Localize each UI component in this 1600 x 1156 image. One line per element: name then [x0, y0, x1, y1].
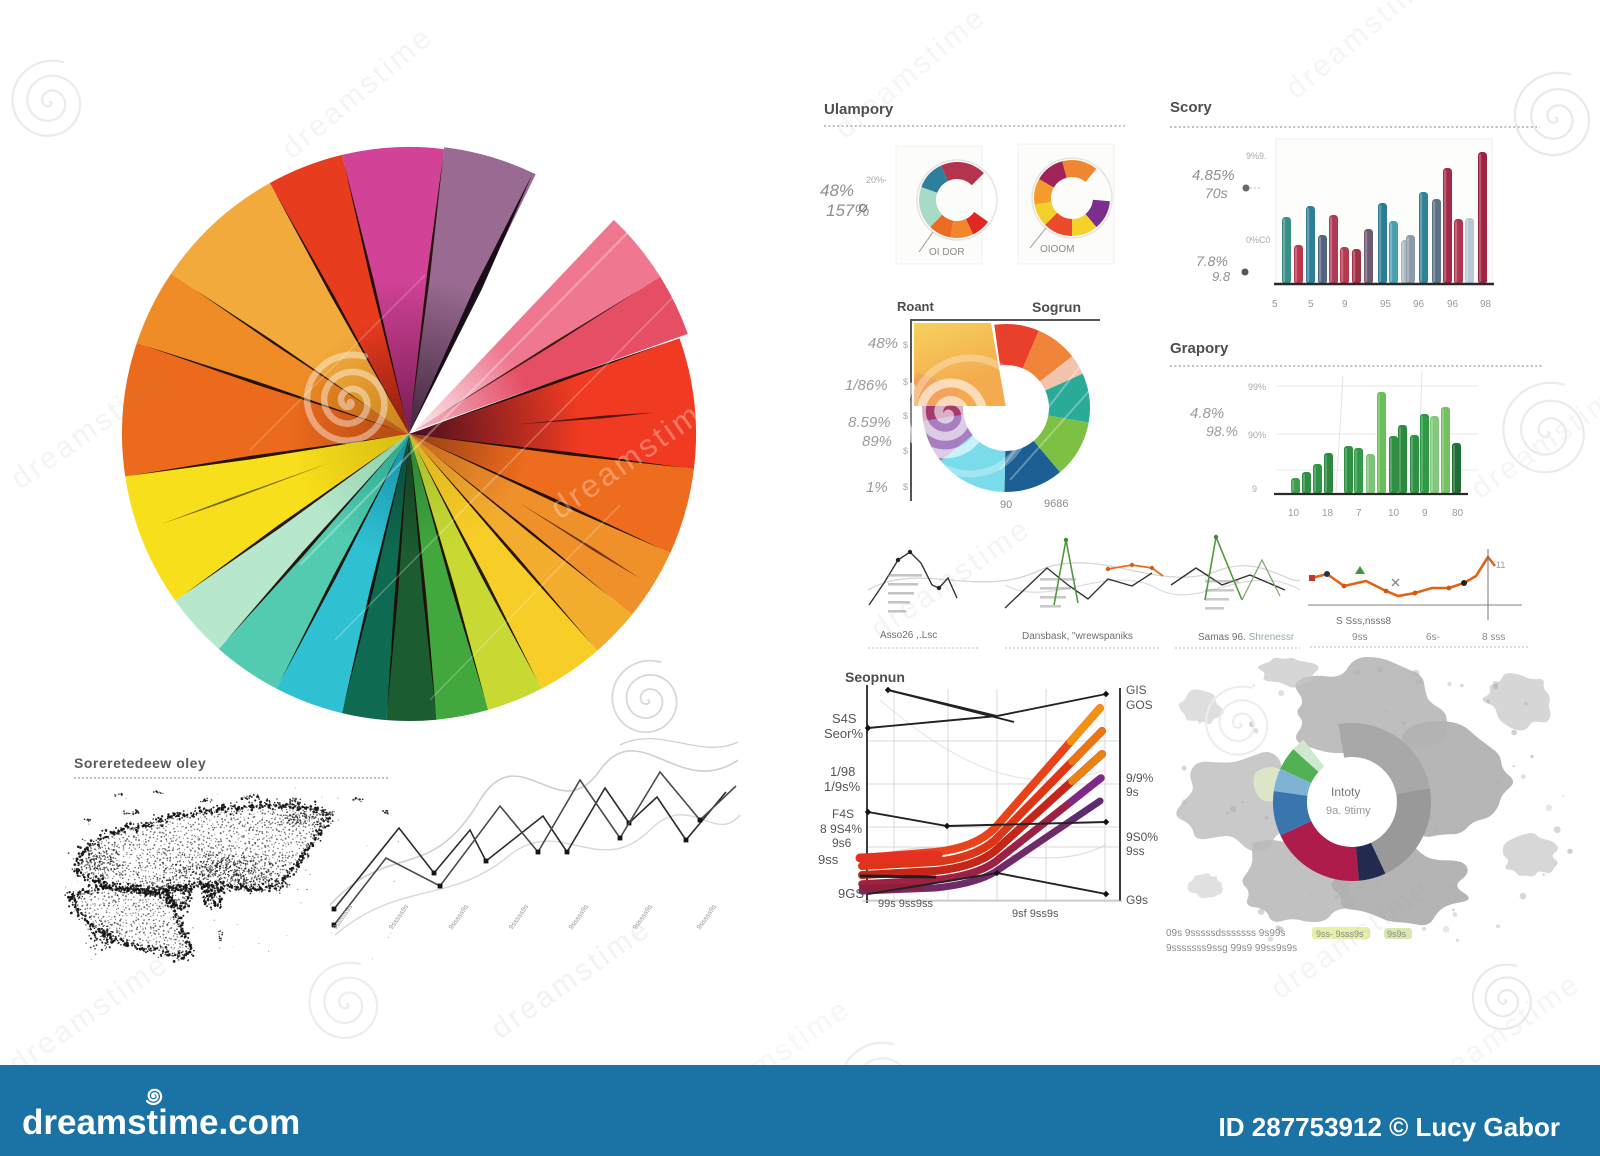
svg-text:G9s: G9s [1126, 893, 1148, 907]
svg-text:98.%: 98.% [1206, 423, 1238, 439]
svg-text:Roant: Roant [897, 299, 935, 314]
svg-text:Grapory: Grapory [1170, 340, 1229, 357]
svg-text:9%9.: 9%9. [1246, 151, 1267, 161]
svg-text:80: 80 [1452, 508, 1464, 519]
svg-text:Dansbask, "wrewspaniks: Dansbask, "wrewspaniks [1022, 631, 1133, 642]
svg-text:OI DOR: OI DOR [929, 247, 965, 258]
svg-text:9s: 9s [1126, 785, 1139, 799]
svg-text:90%: 90% [1248, 430, 1266, 440]
svg-text:10: 10 [1388, 508, 1400, 519]
svg-text:18: 18 [1322, 508, 1334, 519]
svg-text:9GS: 9GS [838, 886, 864, 901]
svg-text:$: $ [903, 482, 908, 492]
svg-text:Seor%: Seor% [824, 726, 863, 741]
svg-text:9a. 9timy: 9a. 9timy [1326, 805, 1371, 817]
svg-text:Ulampory: Ulampory [824, 101, 894, 118]
svg-text:48%: 48% [868, 335, 898, 352]
svg-text:48%: 48% [820, 181, 854, 200]
svg-text:9sf 9ss9s: 9sf 9ss9s [1012, 908, 1059, 920]
svg-text:dreamstime.com: dreamstime.com [22, 1103, 300, 1142]
svg-text:GOS: GOS [1126, 698, 1153, 712]
svg-text:6s-: 6s- [1426, 632, 1440, 643]
svg-text:9: 9 [1342, 299, 1348, 310]
svg-text:1/86%: 1/86% [845, 377, 888, 394]
svg-text:09s 9sssssdsssssss 9s99s: 09s 9sssssdsssssss 9s99s [1166, 928, 1286, 939]
svg-text:99s 9ss9ss: 99s 9ss9ss [878, 898, 934, 910]
svg-text:157%: 157% [826, 201, 869, 220]
svg-text:OIOOM: OIOOM [1040, 244, 1074, 255]
svg-text:7: 7 [1356, 508, 1362, 519]
svg-text:8 sss: 8 sss [1482, 632, 1505, 643]
svg-text:9s6: 9s6 [832, 836, 852, 850]
svg-text:9s9s: 9s9s [1387, 929, 1407, 939]
svg-text:8 9S4%: 8 9S4% [820, 822, 862, 836]
svg-text:S Sss,nsss8: S Sss,nsss8 [1336, 616, 1391, 627]
svg-text:70s: 70s [1205, 185, 1228, 201]
svg-text:$: $ [903, 411, 908, 421]
svg-text:GIS: GIS [1126, 683, 1147, 697]
svg-text:5: 5 [1308, 299, 1314, 310]
svg-text:$: $ [903, 446, 908, 456]
svg-text:10: 10 [1288, 508, 1300, 519]
svg-text:9ss: 9ss [1352, 632, 1368, 643]
svg-text:0%C0: 0%C0 [1246, 235, 1271, 245]
svg-text:9/9%: 9/9% [1126, 771, 1154, 785]
svg-text:9ss- 9sss9s: 9ss- 9sss9s [1316, 929, 1364, 939]
svg-text:96: 96 [1447, 299, 1459, 310]
svg-text:11: 11 [1496, 560, 1505, 570]
svg-text:90: 90 [1000, 499, 1012, 511]
svg-text:9sssssss9ssg 99s9 99ss9s9s: 9sssssss9ssg 99s9 99ss9s9s [1166, 943, 1297, 954]
svg-text:1%: 1% [866, 479, 888, 496]
svg-text:89%: 89% [862, 433, 892, 450]
svg-text:Sogrun: Sogrun [1032, 299, 1081, 315]
svg-text:Asso26 ,.Lsc: Asso26 ,.Lsc [880, 630, 937, 641]
svg-text:98: 98 [1480, 299, 1492, 310]
svg-text:Soreretedeew oley: Soreretedeew oley [74, 755, 206, 771]
svg-text:4.8%: 4.8% [1190, 405, 1224, 422]
svg-text:Seopnun: Seopnun [845, 669, 905, 685]
svg-text:F4S: F4S [832, 807, 854, 821]
svg-text:S4S: S4S [832, 711, 857, 726]
svg-text:99%: 99% [1248, 382, 1266, 392]
svg-text:9ss: 9ss [818, 852, 839, 867]
svg-text:95: 95 [1380, 299, 1392, 310]
svg-text:$: $ [903, 377, 908, 387]
svg-text:Samas 96. Shrenessr: Samas 96. Shrenessr [1198, 632, 1295, 643]
svg-text:8.59%: 8.59% [848, 414, 891, 431]
svg-text:9: 9 [1252, 484, 1257, 494]
svg-text:Scory: Scory [1170, 99, 1212, 116]
svg-text:9: 9 [1422, 508, 1428, 519]
svg-text:9.8: 9.8 [1212, 269, 1231, 284]
svg-text:1/9s%: 1/9s% [824, 779, 861, 794]
svg-text:4.85%: 4.85% [1192, 167, 1235, 184]
svg-text:9S0%: 9S0% [1126, 830, 1158, 844]
svg-text:9ss: 9ss [1126, 844, 1145, 858]
svg-text:9686: 9686 [1044, 498, 1068, 510]
svg-text:Intoty: Intoty [1331, 785, 1360, 799]
svg-text:ID 287753912 © Lucy Gabor: ID 287753912 © Lucy Gabor [1219, 1112, 1560, 1142]
svg-text:20%-: 20%- [866, 175, 887, 185]
svg-text:7.8%: 7.8% [1196, 253, 1228, 269]
svg-text:96: 96 [1413, 299, 1425, 310]
svg-text:5: 5 [1272, 299, 1278, 310]
svg-text:$: $ [903, 340, 908, 350]
svg-text:1/98: 1/98 [830, 764, 855, 779]
